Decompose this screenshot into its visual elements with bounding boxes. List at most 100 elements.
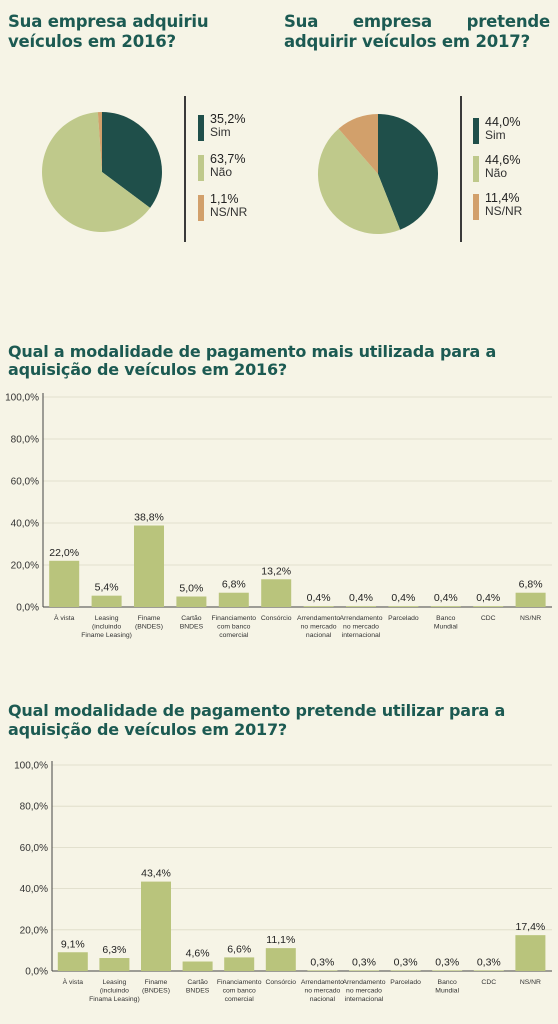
legend-label: NS/NR bbox=[485, 204, 523, 218]
category-label: Financiamento com banco comercial bbox=[212, 615, 257, 639]
pie-slice-no bbox=[317, 128, 401, 235]
y-tick-label: 100,0% bbox=[14, 761, 48, 772]
y-tick-label: 60,0% bbox=[11, 477, 39, 488]
bar-value-label: 43,4% bbox=[141, 868, 171, 880]
pie-2017-title: Sua empresa pretende adquirir veículos e… bbox=[284, 12, 550, 51]
category-label: NS/NR bbox=[520, 979, 541, 986]
bar bbox=[57, 952, 88, 971]
category-label: Parcelado bbox=[390, 979, 421, 986]
bar bbox=[261, 579, 292, 607]
bar-2017-title: Qual modalidade de pagamento pretende ut… bbox=[8, 701, 506, 739]
legend-swatch bbox=[198, 155, 204, 181]
y-tick-label: 100,0% bbox=[5, 393, 39, 404]
legend-swatch bbox=[473, 118, 479, 144]
bar bbox=[91, 595, 122, 607]
bar-value-label: 6,8% bbox=[519, 579, 543, 591]
legend-item-nao: 44,6% Não bbox=[473, 154, 520, 182]
legend-value: 44,6% bbox=[485, 153, 521, 167]
legend-swatch bbox=[473, 194, 479, 220]
legend-value: 63,7% bbox=[210, 152, 246, 166]
bar bbox=[49, 560, 80, 607]
legend-swatch bbox=[198, 115, 204, 141]
legend-label: Não bbox=[210, 165, 233, 179]
category-label: Finame (BNDES) bbox=[142, 979, 170, 995]
legend-divider bbox=[184, 96, 186, 242]
bar bbox=[388, 606, 419, 607]
category-label: Arrendamento no mercado internacional bbox=[342, 979, 385, 1003]
category-label: CDC bbox=[481, 615, 496, 622]
legend-swatch bbox=[473, 156, 479, 182]
bar bbox=[515, 592, 546, 607]
legend-item-sim: 44,0% Sim bbox=[473, 116, 520, 144]
legend-item-nao: 63,7% Não bbox=[198, 153, 245, 181]
category-label: Finame (BNDES) bbox=[135, 615, 163, 631]
bar bbox=[432, 970, 463, 971]
legend-item-sim: 35,2% Sim bbox=[198, 113, 245, 141]
bar-value-label: 0,3% bbox=[352, 956, 376, 968]
category-label: Banco Mundial bbox=[434, 615, 458, 631]
bar bbox=[182, 961, 213, 971]
bar-2016-title: Qual a modalidade de pagamento mais util… bbox=[8, 342, 497, 379]
bar-value-label: 0,3% bbox=[394, 956, 418, 968]
bar bbox=[141, 881, 171, 971]
bar bbox=[176, 596, 207, 607]
bar-chart-2016: 0,0% 20,0% 40,0% 60,0% 80,0% 100,0% 22,0% À vis… bbox=[5, 393, 552, 639]
bar-value-label: 13,2% bbox=[261, 565, 291, 577]
bar bbox=[515, 935, 546, 971]
y-tick-label: 0,0% bbox=[25, 967, 48, 978]
bar-value-label: 0,4% bbox=[349, 592, 373, 604]
bar bbox=[349, 970, 379, 971]
pie-2016-title: Sua empresa adquiriu veículos em 2016? bbox=[8, 12, 209, 51]
pie-slice-nsnr bbox=[338, 114, 378, 174]
y-tick-label: 80,0% bbox=[20, 802, 48, 813]
pie-slice-sim bbox=[378, 114, 439, 230]
category-label: Arrendamento no mercado nacional bbox=[301, 979, 344, 1003]
y-tick-label: 40,0% bbox=[11, 519, 39, 530]
bar bbox=[303, 606, 334, 607]
category-label: Consórcio bbox=[265, 979, 296, 986]
bar-value-label: 4,6% bbox=[186, 948, 210, 960]
category-label: Parcelado bbox=[388, 615, 419, 622]
bar bbox=[224, 957, 255, 971]
category-label: Cartão BNDES bbox=[186, 979, 210, 995]
y-tick-label: 0,0% bbox=[16, 603, 39, 614]
bar-value-label: 11,1% bbox=[266, 934, 295, 946]
category-label: Leasing (incluindo Finama Leasing) bbox=[89, 979, 140, 1003]
bar bbox=[307, 970, 338, 971]
bar-value-label: 6,6% bbox=[227, 943, 251, 955]
bar-value-label: 0,3% bbox=[310, 956, 334, 968]
legend-value: 44,0% bbox=[485, 115, 521, 129]
bar bbox=[390, 970, 421, 971]
bar-value-label: 0,4% bbox=[307, 592, 331, 604]
y-tick-label: 20,0% bbox=[11, 561, 39, 572]
bar bbox=[346, 606, 376, 607]
category-label: Cartão BNDES bbox=[180, 615, 204, 631]
pie-chart-2016 bbox=[41, 111, 162, 232]
y-tick-label: 60,0% bbox=[20, 843, 48, 854]
legend-label: Não bbox=[485, 166, 508, 180]
bar-value-label: 38,8% bbox=[134, 512, 164, 524]
bar-value-label: 9,1% bbox=[61, 938, 85, 950]
bar-value-label: 0,3% bbox=[477, 956, 501, 968]
y-tick-label: 80,0% bbox=[11, 435, 39, 446]
bar bbox=[99, 958, 130, 971]
category-label: Leasing (incluindo Finame Leasing) bbox=[81, 615, 132, 639]
category-label: Banco Mundial bbox=[435, 979, 459, 995]
bar-value-label: 22,0% bbox=[49, 547, 79, 559]
bar bbox=[265, 948, 296, 971]
bar-chart-2017: 0,0% 20,0% 40,0% 60,0% 80,0% 100,0% 9,1% À vist… bbox=[14, 761, 552, 1003]
bar bbox=[218, 592, 249, 607]
legend-value: 1,1% bbox=[210, 192, 239, 206]
y-tick-label: 40,0% bbox=[20, 884, 48, 895]
legend-value: 35,2% bbox=[210, 112, 246, 126]
pie-chart-2017 bbox=[317, 114, 439, 235]
legend-item-nsnr: 1,1% NS/NR bbox=[198, 193, 247, 221]
bar-value-label: 6,3% bbox=[102, 944, 126, 956]
category-label: Arrendamento no mercado internacional bbox=[339, 615, 382, 639]
y-tick-label: 20,0% bbox=[20, 925, 48, 936]
legend-divider bbox=[460, 96, 462, 242]
category-label: À vista bbox=[63, 977, 84, 986]
legend-item-nsnr: 11,4% NS/NR bbox=[473, 192, 522, 220]
bar-value-label: 0,3% bbox=[435, 956, 459, 968]
category-label: NS/NR bbox=[520, 615, 541, 622]
